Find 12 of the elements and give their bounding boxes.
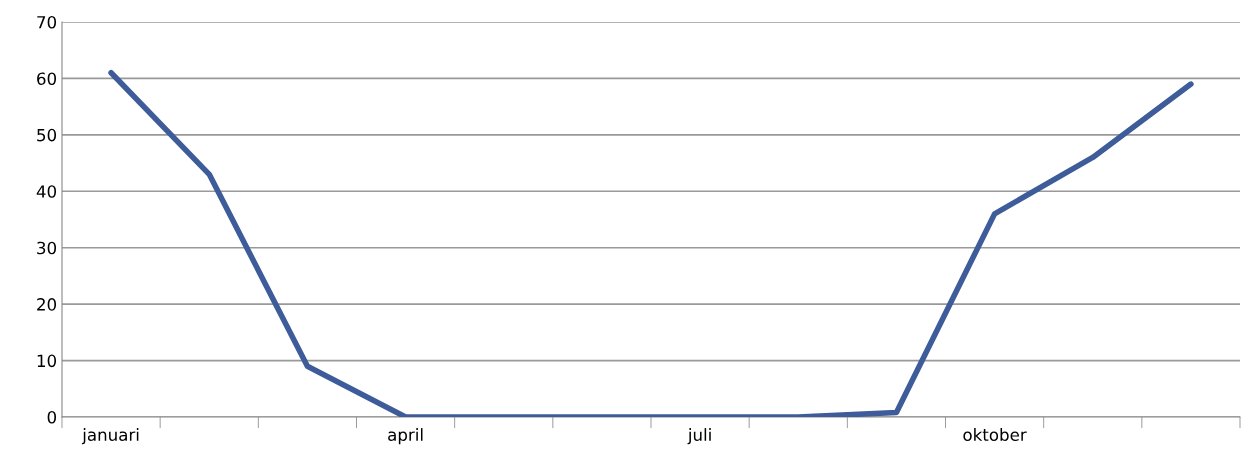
y-tick-label: 0	[47, 410, 57, 424]
x-tick-label: juli	[687, 428, 711, 445]
y-tick-label: 20	[37, 298, 57, 311]
y-tick-label: 40	[36, 185, 57, 198]
y-tick-label: 30	[37, 241, 57, 255]
y-tick-label: 70	[37, 15, 57, 29]
x-tick-label: april	[388, 428, 423, 445]
y-tick-label: 50	[37, 128, 57, 142]
y-tick-label: 60	[37, 72, 57, 85]
x-tick-label: januari	[81, 428, 139, 445]
y-tick-label: 10	[37, 354, 57, 368]
x-tick-label: oktober	[963, 428, 1027, 442]
